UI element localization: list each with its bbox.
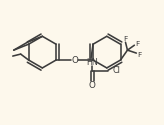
Text: O: O: [71, 56, 78, 64]
Text: F: F: [123, 36, 128, 42]
Text: O: O: [89, 81, 95, 90]
Text: HN: HN: [86, 58, 98, 67]
Text: F: F: [135, 41, 140, 47]
Text: Cl: Cl: [113, 66, 121, 75]
Text: F: F: [137, 52, 142, 58]
